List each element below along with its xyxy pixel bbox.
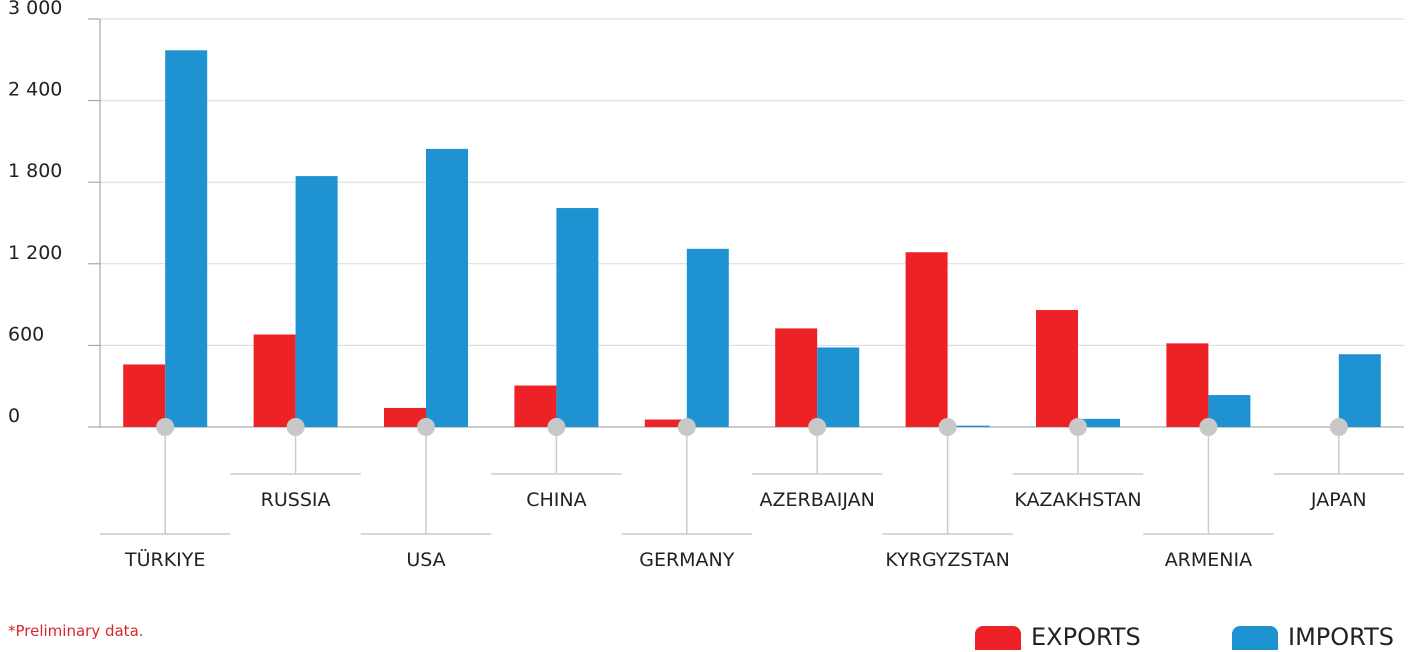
legend-exports: EXPORTS xyxy=(975,622,1141,651)
bar-imports xyxy=(1078,418,1120,427)
category-label: KAZAKHSTAN xyxy=(1014,489,1141,511)
y-tick-label: 1 200 xyxy=(8,242,62,264)
y-tick-label: 0 xyxy=(8,405,20,427)
y-tick-label: 2 400 xyxy=(8,79,62,101)
bar-imports xyxy=(426,148,468,427)
category-label: USA xyxy=(406,549,445,571)
bar-imports xyxy=(1338,354,1381,427)
category-marker xyxy=(1329,418,1348,436)
bar-imports xyxy=(817,347,860,427)
category-label: JAPAN xyxy=(1310,489,1367,511)
bar-exports xyxy=(123,364,166,427)
legend-imports-label: IMPORTS xyxy=(1288,623,1394,651)
bar-exports xyxy=(514,385,557,427)
bars xyxy=(123,50,1381,427)
category-marker xyxy=(1199,418,1218,436)
bar-chart: 0 600 1 200 1 800 2 400 3 000 TÜRKIYE RUSSIA US… xyxy=(8,0,1404,571)
category-marker xyxy=(808,418,827,436)
legend-imports-swatch xyxy=(1232,626,1278,650)
bar-exports xyxy=(775,328,818,427)
bar-exports xyxy=(644,419,687,427)
category-labels: TÜRKIYE RUSSIA USA CHINA GERMANY AZERBAIJAN KY… xyxy=(100,418,1404,571)
bar-imports xyxy=(165,50,208,427)
y-tick-label: 600 xyxy=(8,323,44,345)
category-label: ARMENIA xyxy=(1165,549,1252,571)
category-label: GERMANY xyxy=(639,549,735,571)
category-marker xyxy=(156,418,175,436)
bar-exports xyxy=(1166,343,1209,427)
bar-exports xyxy=(384,407,426,427)
category-marker xyxy=(677,418,696,436)
y-tick-label: 3 000 xyxy=(8,0,62,19)
bar-exports xyxy=(253,334,296,427)
category-label: TÜRKIYE xyxy=(124,548,205,571)
category-label: CHINA xyxy=(526,489,586,511)
category-marker xyxy=(286,418,305,436)
legend-exports-swatch xyxy=(975,626,1021,650)
category-marker xyxy=(938,418,957,436)
bar-exports xyxy=(1036,310,1078,427)
bar-imports xyxy=(295,176,338,427)
bar-imports xyxy=(686,248,729,427)
bar-exports xyxy=(905,252,948,427)
legend-imports: IMPORTS xyxy=(1232,622,1394,651)
category-label: RUSSIA xyxy=(261,489,331,511)
category-marker xyxy=(1069,418,1087,436)
bar-imports xyxy=(947,425,990,427)
category-label: AZERBAIJAN xyxy=(760,489,875,511)
footnote: *Preliminary data. xyxy=(8,622,144,640)
category-marker xyxy=(547,418,566,436)
legend-exports-label: EXPORTS xyxy=(1031,623,1141,651)
y-tick-label: 1 800 xyxy=(8,160,62,182)
bar-imports xyxy=(556,208,599,427)
category-label: KYRGYZSTAN xyxy=(885,549,1009,571)
category-marker xyxy=(417,418,435,436)
